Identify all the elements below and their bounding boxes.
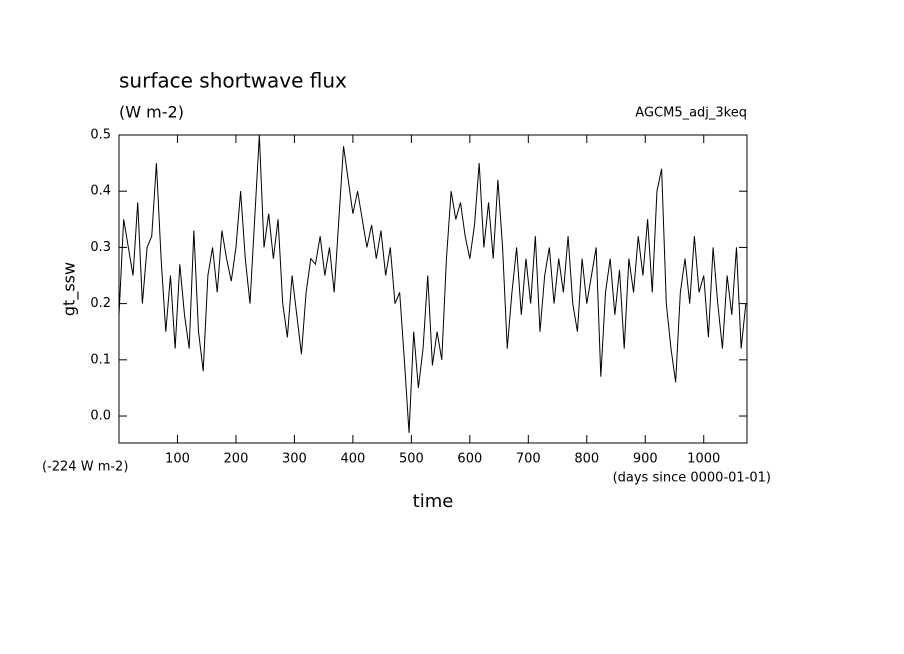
y-tick-label: 0.2 <box>90 296 111 311</box>
x-units: (days since 0000-01-01) <box>613 471 771 486</box>
x-axis-label: time <box>413 491 454 512</box>
chart-subtitle: (W m-2) <box>119 103 184 122</box>
chart-title: surface shortwave flux <box>119 69 347 93</box>
y-tick-label: 0.4 <box>90 184 111 199</box>
x-tick-label: 600 <box>457 452 482 467</box>
data-line <box>118 134 747 433</box>
y-axis-label: gt_ssw <box>60 262 80 316</box>
y-tick-label: 0.5 <box>90 128 111 143</box>
y-tick-label: 0.1 <box>90 352 111 367</box>
annotation: AGCM5_adj_3keq <box>635 106 747 121</box>
x-tick-label: 500 <box>399 452 424 467</box>
x-tick-label: 1000 <box>687 452 720 467</box>
offset-label: (-224 W m-2) <box>42 460 128 475</box>
y-tick-label: 0.0 <box>90 409 111 424</box>
x-tick-label: 400 <box>340 452 365 467</box>
x-tick-label: 200 <box>224 452 249 467</box>
x-tick-label: 800 <box>574 452 599 467</box>
x-tick-label: 900 <box>633 452 658 467</box>
x-tick-label: 700 <box>516 452 541 467</box>
x-tick-label: 300 <box>282 452 307 467</box>
x-tick-label: 100 <box>165 452 190 467</box>
plot-frame <box>118 134 748 444</box>
y-tick-label: 0.3 <box>90 240 111 255</box>
